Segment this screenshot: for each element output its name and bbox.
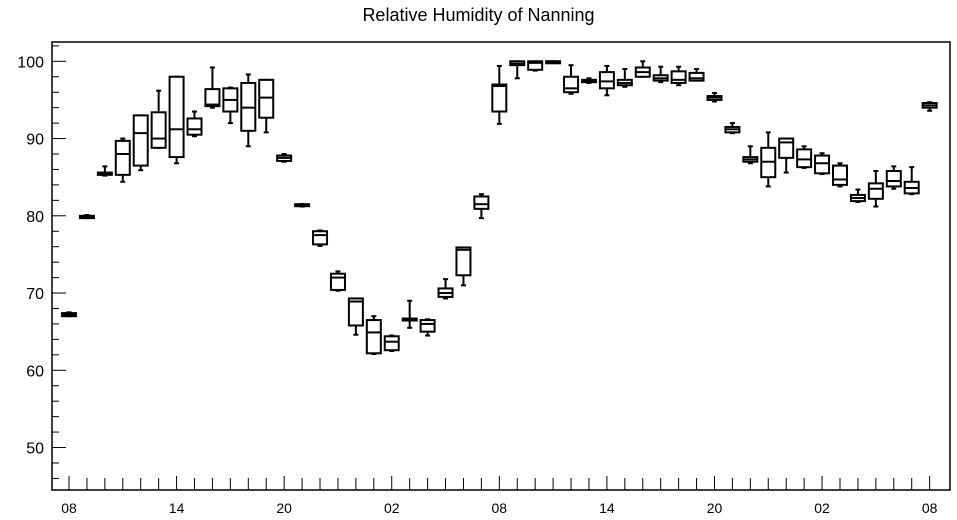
box-iqr <box>365 319 382 355</box>
box-iqr <box>258 78 275 119</box>
box-5 <box>150 89 167 149</box>
x-tick-label: 20 <box>707 500 723 516</box>
box-iqr <box>527 60 544 71</box>
box-iqr <box>383 335 400 352</box>
box-iqr <box>473 195 490 210</box>
x-tick-label: 20 <box>276 500 292 516</box>
box-38 <box>742 145 759 165</box>
box-9 <box>222 86 239 125</box>
x-tick-label: 02 <box>814 500 830 516</box>
x-tick-label: 14 <box>169 500 185 516</box>
x-tick-label: 08 <box>492 500 508 516</box>
box-33 <box>652 65 669 84</box>
box-36 <box>706 91 723 103</box>
box-19 <box>401 299 418 329</box>
box-42 <box>814 152 831 176</box>
box-7 <box>186 110 203 138</box>
box-27 <box>545 60 562 65</box>
y-tick-label: 70 <box>26 286 44 303</box>
box-26 <box>527 60 544 72</box>
box-39 <box>760 131 777 188</box>
box-iqr <box>204 88 221 108</box>
box-41 <box>796 145 813 169</box>
box-47 <box>903 166 920 196</box>
box-15 <box>329 270 346 292</box>
box-iqr <box>831 164 848 186</box>
box-iqr <box>491 83 508 113</box>
box-35 <box>688 68 705 82</box>
box-17 <box>365 315 382 356</box>
y-tick-label: 100 <box>17 54 44 71</box>
box-iqr <box>114 139 131 176</box>
box-32 <box>634 60 651 78</box>
box-iqr <box>688 71 705 82</box>
x-tick-label: 08 <box>922 500 938 516</box>
box-48 <box>921 101 938 112</box>
box-iqr <box>132 114 149 167</box>
x-tick-label: 14 <box>599 500 615 516</box>
box-3 <box>114 137 131 183</box>
y-tick-label: 90 <box>26 132 44 149</box>
box-iqr <box>885 169 902 188</box>
x-tick-label: 02 <box>384 500 400 516</box>
box-iqr <box>563 75 580 94</box>
plot-frame <box>51 41 951 491</box>
box-18 <box>383 334 400 352</box>
y-tick-label: 80 <box>26 209 44 226</box>
box-25 <box>509 60 526 80</box>
box-45 <box>867 169 884 208</box>
box-37 <box>724 122 741 135</box>
box-28 <box>563 64 580 95</box>
box-34 <box>670 65 687 87</box>
box-iqr <box>312 230 329 246</box>
box-iqr <box>186 117 203 136</box>
box-iqr <box>598 71 615 90</box>
box-44 <box>849 188 866 203</box>
x-tick-label: 08 <box>61 500 77 516</box>
box-13 <box>294 203 311 208</box>
box-iqr <box>867 182 884 200</box>
box-10 <box>240 73 257 148</box>
box-20 <box>419 318 436 337</box>
box-12 <box>276 153 293 163</box>
box-31 <box>616 68 633 88</box>
box-40 <box>778 137 795 174</box>
box-4 <box>132 114 149 172</box>
box-iqr <box>796 148 813 169</box>
box-iqr <box>670 70 687 84</box>
box-22 <box>455 246 472 287</box>
box-6 <box>168 75 185 165</box>
box-2 <box>96 165 113 177</box>
box-8 <box>204 66 221 109</box>
box-11 <box>258 78 275 134</box>
box-1 <box>78 214 95 220</box>
box-0 <box>61 311 77 318</box>
box-series <box>61 60 938 356</box>
axes: 50 60 70 80 90 100 08 14 20 02 08 14 20 02 08 <box>17 45 938 516</box>
box-iqr <box>168 75 185 159</box>
box-46 <box>885 165 902 190</box>
chart-title: Relative Humidity of Nanning <box>362 5 595 25</box>
box-23 <box>473 193 490 220</box>
box-iqr <box>814 154 831 175</box>
box-iqr <box>347 297 364 327</box>
box-43 <box>831 162 848 188</box>
box-iqr <box>455 246 472 277</box>
box-iqr <box>329 272 346 291</box>
box-iqr <box>150 111 167 149</box>
y-tick-label: 50 <box>26 441 44 458</box>
box-16 <box>347 297 364 336</box>
y-tick-label: 60 <box>26 363 44 380</box>
box-14 <box>312 229 329 247</box>
box-24 <box>491 64 508 125</box>
box-21 <box>437 278 454 300</box>
box-iqr <box>419 319 436 333</box>
box-30 <box>598 64 615 97</box>
box-29 <box>580 77 597 84</box>
